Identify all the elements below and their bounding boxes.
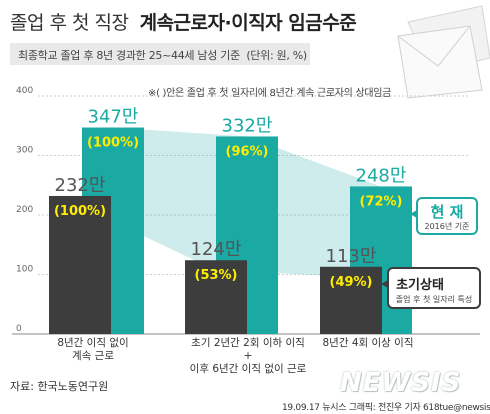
y-tick-label-0: 0 [16, 324, 22, 334]
newsis-logo: NEWSIS [340, 368, 462, 398]
bar-initial-0 [49, 195, 111, 334]
envelope-decoration [397, 5, 490, 99]
unit-text: (단위: 원, %) [246, 49, 307, 62]
chart-labels: 347만 (100%) 332만 (96%) 248만 (72%) 232만 (100%) 12… [54, 107, 406, 290]
initial-value-label-1: 124만 [191, 239, 242, 260]
current-value-label-1: 332만 [222, 115, 273, 136]
legend-current-name: 현 재 [431, 203, 464, 221]
subtitle-background [10, 43, 310, 65]
chart-bars [49, 127, 412, 334]
subtitle-text: 최종학교 졸업 후 8년 경과한 25~44세 남성 기준 [18, 49, 240, 62]
y-tick-label-2: 200 [16, 205, 33, 215]
page-title: 졸업 후 첫 직장 계속근로자·이직자 임금수준 [10, 8, 357, 35]
legend-initial-name: 초기상태 [396, 278, 444, 293]
category-label-0-0: 8년간 이직 없이 [57, 336, 128, 349]
initial-pct-label-2: (49%) [330, 275, 373, 290]
category-label-1-1: + [244, 350, 253, 362]
title-part2: 계속근로자·이직자 임금수준 [139, 12, 357, 34]
y-tick-label-1: 100 [16, 265, 33, 275]
subtitle: 최종학교 졸업 후 8년 경과한 25~44세 남성 기준 (단위: 원, %) [18, 47, 307, 63]
current-pct-label-2: (72%) [360, 194, 403, 209]
category-label-1-0: 초기 2년간 2회 이하 이직 [191, 336, 305, 349]
current-value-label-0: 347만 [88, 107, 139, 128]
current-pct-label-1: (96%) [226, 144, 269, 159]
bar-initial-2 [320, 266, 382, 334]
current-value-label-2: 248만 [356, 165, 407, 186]
category-label-1-2: 이후 6년간 이직 없이 근로 [190, 362, 307, 375]
category-label-2-0: 8년간 4회 이상 이직 [323, 337, 414, 349]
y-tick-label-3: 300 [16, 146, 33, 156]
initial-value-label-0: 232만 [55, 175, 106, 196]
title-part1: 졸업 후 첫 직장 [10, 12, 129, 34]
category-label-0-1: 계속 근로 [72, 350, 114, 362]
current-pct-label-0: (100%) [87, 136, 139, 151]
initial-pct-label-0: (100%) [54, 204, 106, 219]
legend-current-sub: 2016년 기준 [425, 221, 470, 231]
initial-value-label-2: 113만 [326, 246, 377, 267]
bar-initial-1 [185, 260, 247, 334]
credit-text: 19.09.17 뉴시스 그래픽: 전진우 기자 618tue@newsis.c… [282, 403, 490, 413]
source-text: 자료: 한국노동연구원 [10, 380, 109, 393]
y-tick-label-4: 400 [16, 86, 33, 96]
note-text: ※( )안은 졸업 후 첫 일자리에 8년간 계속 근로자의 상대임금 [148, 88, 392, 99]
legend-initial-pointer [381, 280, 388, 288]
legend-current-pointer [410, 210, 417, 218]
legend-initial-sub: 졸업 후 첫 일자리 특성 [396, 295, 472, 304]
initial-pct-label-1: (53%) [195, 268, 238, 283]
